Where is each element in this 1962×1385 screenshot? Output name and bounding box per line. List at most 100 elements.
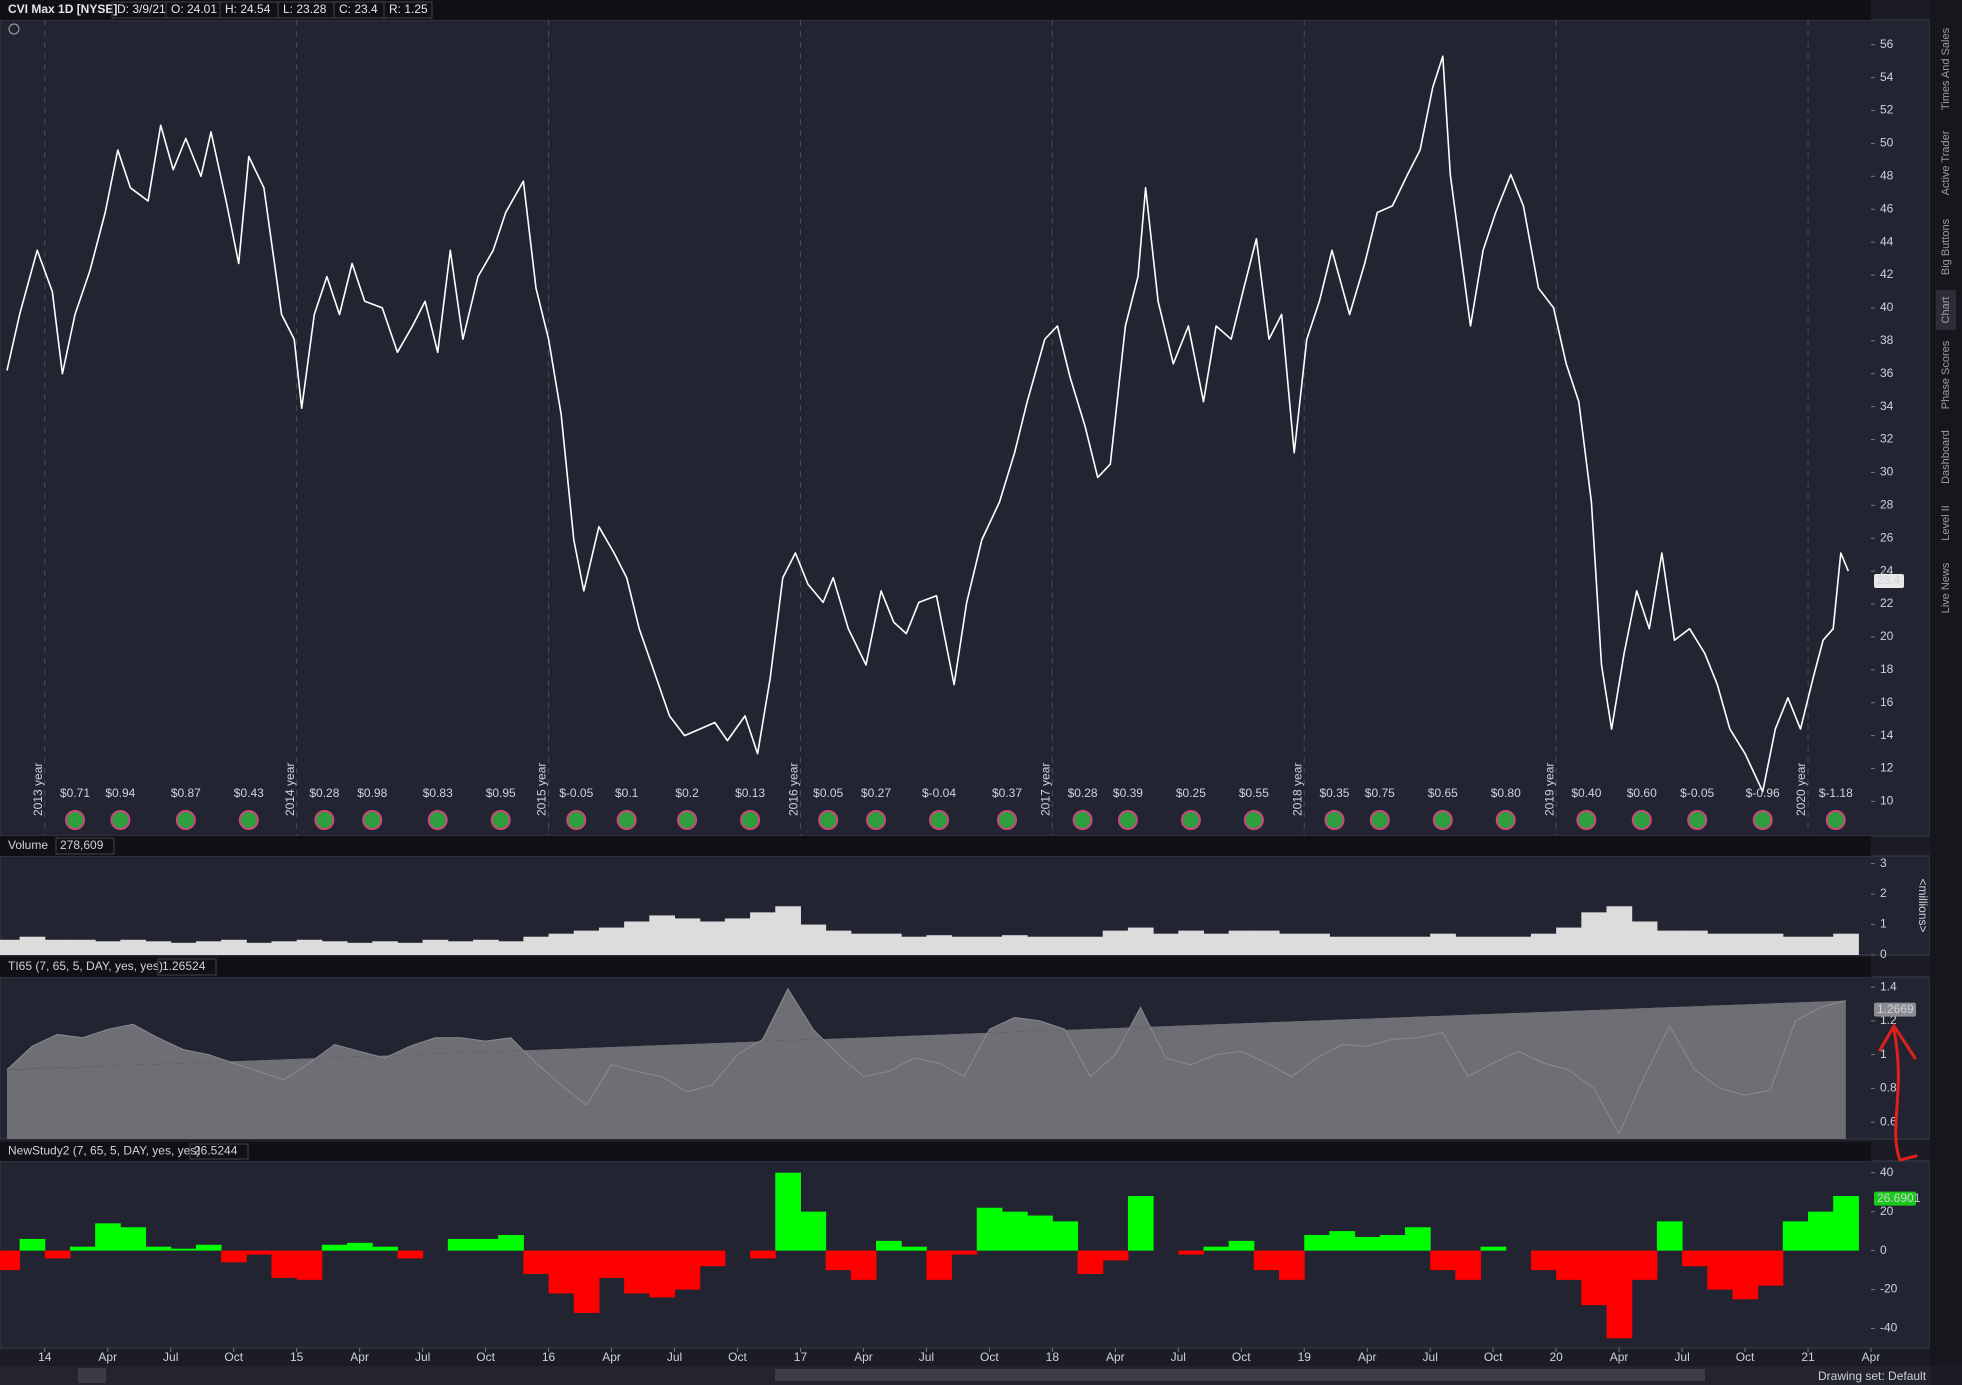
study-bar (573, 1250, 600, 1313)
y-tick-label: 40 (1880, 300, 1894, 314)
panel-title: NewStudy2 (7, 65, 5, DAY, yes, yes) (8, 1144, 200, 1158)
x-tick-label: Jul (1674, 1350, 1689, 1364)
study-bar (926, 1250, 953, 1280)
info-icon[interactable] (8, 23, 20, 35)
study-bar (1052, 1221, 1079, 1251)
hand-drawn-arrow (1878, 1023, 1918, 1162)
study-bar (1077, 1250, 1104, 1274)
x-tick-label: Apr (602, 1350, 621, 1364)
volume-bar (1203, 933, 1230, 955)
volume-bar (1455, 936, 1482, 955)
study-bar (1354, 1236, 1381, 1251)
event-label: $-1.18 (1819, 786, 1853, 800)
last-value-label: 1.2669 (1877, 1002, 1914, 1016)
x-tick-label: Jul (163, 1350, 178, 1364)
x-tick-label: 16 (542, 1350, 556, 1364)
scroll-thumb[interactable] (775, 1369, 1705, 1381)
study-bar (44, 1250, 71, 1259)
volume-bar (473, 939, 499, 955)
volume-bar (347, 942, 373, 955)
event-icon (1180, 810, 1201, 830)
study-bar (372, 1246, 398, 1251)
y-tick-label: -20 (1880, 1282, 1898, 1296)
study-bar (1707, 1250, 1733, 1290)
event-label: $0.65 (1428, 786, 1458, 800)
x-tick-label: Apr (350, 1350, 369, 1364)
event-icon (490, 810, 511, 830)
side-tab[interactable]: Chart (1940, 297, 1952, 324)
event-icon (238, 810, 259, 830)
year-line-label: 2017 year (1039, 763, 1053, 816)
side-tab[interactable]: Phase Scores (1940, 340, 1952, 409)
header-bar (0, 0, 1871, 20)
event-label: $0.39 (1113, 786, 1143, 800)
side-tab[interactable]: Active Trader (1940, 130, 1952, 195)
event-label: $-0.05 (559, 786, 593, 800)
event-icon (1576, 810, 1597, 830)
volume-bar (750, 912, 776, 955)
study-bar (1027, 1215, 1053, 1251)
event-icon (1687, 810, 1708, 830)
volume-bar (724, 918, 751, 955)
volume-bar (976, 936, 1003, 955)
event-label: $0.95 (486, 786, 516, 800)
y-tick-label: 28 (1880, 497, 1894, 511)
event-icon (1825, 810, 1846, 830)
event-label: $0.1 (615, 786, 639, 800)
event-label: $0.55 (1239, 786, 1269, 800)
event-icon (110, 810, 131, 830)
y-tick-label: 24 (1880, 563, 1894, 577)
y-tick-label: 56 (1880, 37, 1894, 51)
side-tab[interactable]: Live News (1940, 562, 1952, 613)
y-tick-label: 40 (1880, 1165, 1894, 1179)
volume-bar (397, 942, 424, 955)
volume-bar (1253, 930, 1280, 955)
study-bar (19, 1238, 46, 1251)
volume-bar (926, 935, 953, 955)
drawing-set[interactable]: Drawing set: Default (1818, 1369, 1927, 1383)
side-tab[interactable]: Big Buttons (1940, 218, 1952, 275)
event-label: $0.28 (309, 786, 339, 800)
volume-bar (1480, 936, 1507, 955)
y-tick-label: 1.4 (1880, 979, 1897, 993)
study-bar (674, 1250, 701, 1290)
volume-bar (1808, 936, 1834, 955)
volume-bar (1656, 930, 1683, 955)
study-bar (1178, 1250, 1204, 1255)
volume-bar (447, 941, 474, 955)
volume-bar (1631, 921, 1658, 955)
event-icon (566, 810, 587, 830)
study-bar (498, 1235, 524, 1251)
volume-bar (296, 939, 323, 955)
x-tick-label: Oct (1232, 1350, 1251, 1364)
x-tick-label: 19 (1298, 1350, 1312, 1364)
volume-bar (246, 942, 272, 955)
panel-header (0, 1142, 1871, 1161)
event-icon (1752, 810, 1773, 830)
event-label: $0.13 (735, 786, 765, 800)
study-bar (699, 1250, 726, 1267)
y-tick-label: 12 (1880, 761, 1894, 775)
study-bar (221, 1250, 247, 1263)
y-axis-label: <millions> (1916, 878, 1930, 932)
side-tab[interactable]: Level II (1940, 505, 1952, 540)
y-tick-label: 48 (1880, 168, 1894, 182)
x-tick-label: Oct (980, 1350, 999, 1364)
study-bar (271, 1250, 298, 1278)
event-icon (740, 810, 761, 830)
study-bar (523, 1250, 550, 1274)
side-tab[interactable]: Times And Sales (1940, 27, 1952, 110)
study-bar (1001, 1211, 1028, 1251)
x-tick-label: Oct (224, 1350, 243, 1364)
volume-bar (1833, 933, 1859, 955)
x-tick-label: Oct (1736, 1350, 1755, 1364)
y-tick-label: 18 (1880, 662, 1894, 676)
study-bar (1581, 1250, 1608, 1306)
x-tick-label: Apr (1862, 1350, 1881, 1364)
scroll-button[interactable] (78, 1368, 106, 1383)
event-icon (314, 810, 335, 830)
volume-bar (1329, 936, 1356, 955)
side-tab[interactable]: Dashboard (1940, 430, 1952, 484)
symbol: CVI Max 1D [NYSE] (8, 2, 117, 16)
header-field: L: 23.28 (283, 2, 327, 16)
